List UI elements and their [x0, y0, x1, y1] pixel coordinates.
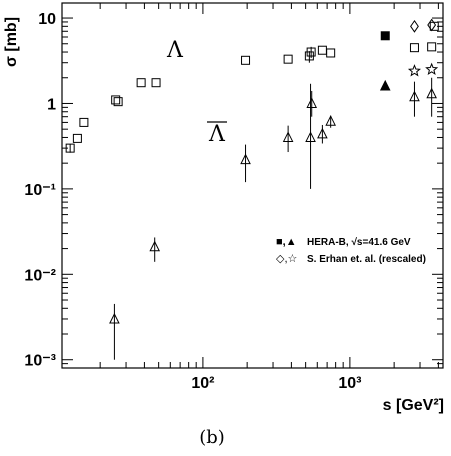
- open-triangle-marker: [149, 240, 161, 252]
- open-square-marker: [306, 47, 316, 57]
- open-triangle-marker: [240, 153, 251, 165]
- y-tick-label: 10⁻³: [24, 353, 56, 370]
- plot-frame: [61, 2, 444, 369]
- tick-labels: 10² 10³ 10⁻³ 10⁻² 10⁻¹ 1 10: [24, 11, 361, 392]
- open-square-marker: [317, 45, 327, 55]
- axis-ticks: [62, 3, 443, 369]
- open-square-marker: [136, 78, 146, 88]
- open-square-marker: [79, 117, 89, 127]
- legend: ■,▲ HERA-B, √s=41.6 GeV ◇,☆ S. Erhan et.…: [276, 236, 426, 265]
- series-filled-square: [380, 31, 390, 41]
- legend-entry-erhan: S. Erhan et. al. (rescaled): [307, 254, 426, 265]
- y-tick-label: 10⁻¹: [24, 182, 56, 199]
- figure-caption: (b): [199, 427, 225, 448]
- x-axis-label: s [GeV²]: [383, 397, 444, 414]
- legend-entry-herab-symbols: ■,▲: [276, 236, 297, 248]
- open-diamond-marker: [410, 19, 419, 33]
- open-triangle-marker: [325, 115, 336, 126]
- open-triangle-marker: [409, 90, 420, 102]
- open-square-marker: [429, 21, 439, 31]
- y-tick-label: 10⁻²: [24, 267, 56, 284]
- series-open-star: [407, 62, 439, 77]
- open-square-marker: [65, 143, 75, 153]
- open-square-marker: [409, 43, 419, 53]
- open-square-marker: [151, 78, 161, 88]
- open-square-marker: [111, 95, 121, 105]
- series-open-square: [65, 21, 439, 153]
- y-tick-label: 1: [47, 96, 56, 113]
- open-square-marker: [427, 42, 437, 52]
- open-triangle-marker: [282, 131, 294, 142]
- series-open-diamond: [410, 18, 437, 33]
- open-triangle-marker: [317, 127, 328, 139]
- y-tick-label: 10: [38, 11, 56, 28]
- open-square-marker: [326, 48, 336, 58]
- lambda-bar-label: Λ: [208, 122, 226, 147]
- series-filled-triangle: [379, 79, 391, 91]
- y-axis-label: σ [mb]: [3, 17, 20, 67]
- legend-entry-herab: HERA-B, √s=41.6 GeV: [307, 237, 411, 248]
- filled-triangle-marker: [379, 79, 391, 91]
- open-star-marker: [407, 64, 421, 77]
- series-open-triangle: [109, 77, 437, 360]
- open-square-marker: [241, 55, 251, 65]
- filled-square-marker: [380, 31, 390, 41]
- x-tick-label: 10³: [338, 375, 361, 392]
- lambda-label: Λ: [166, 38, 184, 63]
- open-square-marker: [72, 133, 82, 143]
- open-triangle-marker: [109, 312, 120, 324]
- open-square-marker: [283, 54, 293, 64]
- open-triangle-marker: [426, 87, 437, 99]
- open-star-marker: [425, 62, 439, 76]
- open-triangle-marker: [305, 131, 316, 142]
- data-marks: [65, 18, 439, 360]
- open-triangle-marker: [306, 97, 318, 108]
- open-diamond-marker: [427, 18, 437, 32]
- open-square-marker: [113, 97, 123, 107]
- x-tick-label: 10²: [191, 375, 214, 392]
- legend-entry-erhan-symbols: ◇,☆: [276, 253, 298, 265]
